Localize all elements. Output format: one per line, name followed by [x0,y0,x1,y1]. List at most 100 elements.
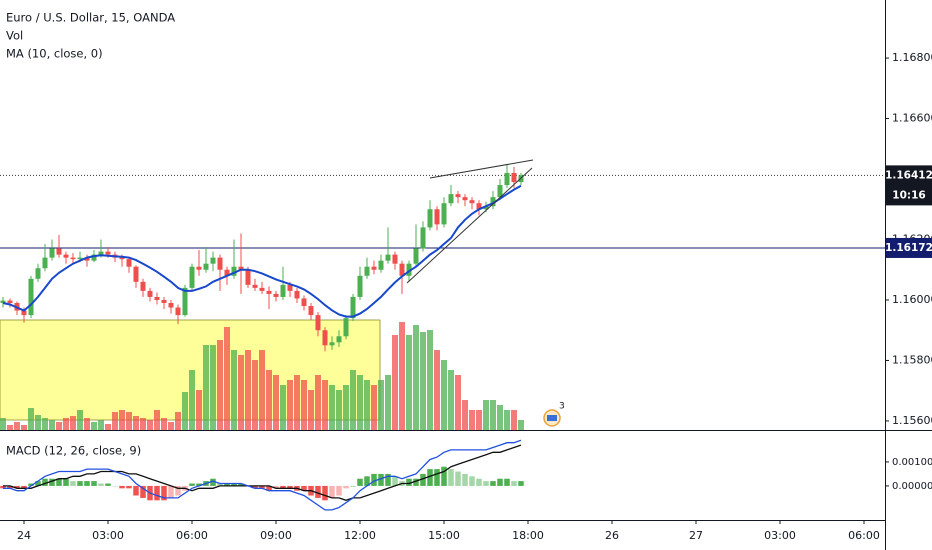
volume-bar [223,327,230,430]
symbol-title[interactable]: Euro / U.S. Dollar, 15, OANDA [6,11,175,25]
volume-bar [433,350,440,430]
volume-bar [265,370,272,430]
candle-body [385,254,391,261]
volume-bar [62,418,69,430]
candle-body [42,257,48,269]
volume-bar [286,380,293,430]
candle-body [392,254,398,264]
volume-legend[interactable]: Vol [6,29,23,43]
candle-body [378,260,384,270]
x-tick-label: 15:00 [428,529,460,542]
event-icon[interactable]: 3 [543,402,565,427]
candle-body [259,287,265,291]
candle-body [154,296,160,300]
candle-body [35,268,41,279]
macd-histogram-bar [336,485,342,496]
candle-body [84,257,90,261]
volume-bar [244,350,251,430]
candle-body [434,209,440,225]
volume-bar [279,385,286,430]
candle-body [490,197,496,207]
trend-line [406,167,533,284]
macd-histogram-bar [28,483,34,486]
candle-body [21,310,27,316]
candle-body [399,263,405,276]
macd-histogram-bar [273,485,279,489]
candle-body [161,299,167,303]
macd-histogram-bar [119,485,125,489]
macd-histogram-bar [168,485,174,498]
volume-bar [349,370,356,430]
candle-body [301,298,307,307]
candle-body [504,172,510,186]
macd-histogram-bar [49,478,55,486]
macd-histogram-bar [371,473,377,486]
volume-bar [90,422,97,430]
macd-histogram-bar [441,466,447,486]
macd-histogram-bar [196,483,202,486]
volume-bar [454,375,461,430]
volume-bar [0,418,6,430]
macd-histogram-bar [385,473,391,486]
volume-bar [440,360,447,430]
volume-bar [293,375,300,430]
candle-body [231,266,237,276]
macd-histogram-bar [343,485,349,489]
volume-bar [461,400,468,430]
volume-bar [125,412,132,430]
macd-histogram-bar [42,478,48,486]
volume-bar [363,380,370,430]
candle-body [420,227,426,249]
macd-histogram-bar [133,485,139,496]
trend-line [429,159,534,179]
candle-body [49,248,55,258]
macd-histogram-bar [280,485,286,489]
candle-body [413,248,419,264]
macd-histogram-bar [14,485,20,489]
candle-body [56,248,62,255]
macd-histogram-bar [105,483,111,486]
volume-bar [41,418,48,430]
volume-bar [69,416,76,430]
candle-body [175,307,181,316]
candle-body [70,257,76,260]
macd-legend[interactable]: MACD (12, 26, close, 9) [6,444,141,458]
volume-bar [370,385,377,430]
candle-body [238,266,244,270]
macd-histogram-bar [259,485,265,489]
ma-legend[interactable]: MA (10, close, 0) [6,47,103,61]
candle-body [308,306,314,316]
volume-bar [496,405,503,430]
macd-histogram-bar [231,483,237,486]
macd-histogram-bar [406,478,412,486]
candle-body [203,263,209,270]
y-tick-label: 1.16000 [892,293,932,306]
candle-body [455,194,461,198]
macd-histogram-bar [35,481,41,486]
macd-histogram-bar [455,471,461,486]
x-tick-label: 12:00 [344,529,376,542]
signal-line [3,444,522,501]
volume-bar [209,345,216,430]
price-line-label: 1.16172 [885,242,932,254]
macd-y-tick-label: 0.00100 [892,457,932,468]
volume-bar [482,400,489,430]
candle-body [406,263,412,276]
candle-body [469,200,475,204]
event-flag [547,415,557,421]
candle-body [287,284,293,291]
volume-bar [356,375,363,430]
volume-bar [104,424,111,430]
volume-bar [517,420,524,430]
macd-histogram-bar [210,478,216,486]
macd-histogram-bar [63,478,69,486]
x-tick-label: 27 [689,529,703,542]
candle-body [497,185,503,198]
macd-histogram-bar [511,481,517,486]
x-tick-label: 18:00 [512,529,544,542]
candle-body [245,269,251,285]
volume-bar [195,390,202,430]
candle-body [280,284,286,297]
countdown-label: 10:16 [892,189,925,201]
